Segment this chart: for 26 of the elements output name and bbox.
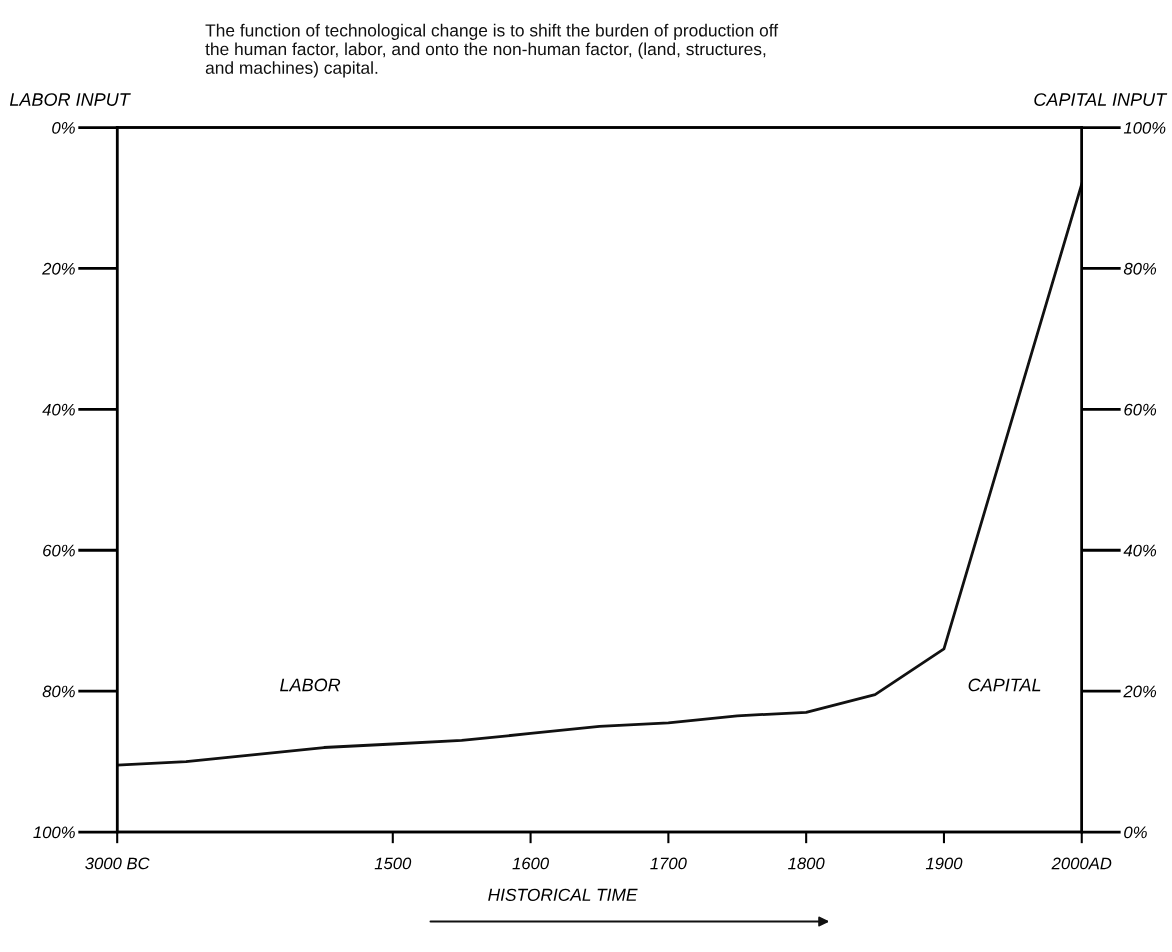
y-tick-label: 0% bbox=[52, 121, 75, 134]
x-tick-label: 1700 bbox=[650, 857, 687, 870]
y2-tick-label: 60% bbox=[1124, 403, 1157, 416]
chart-title: The function of technological change is to shift the burden of production off the human factor, labor, and onto the non-human factor, (land, structures, and machines) capital. bbox=[205, 23, 779, 78]
y-tick-label: 100% bbox=[33, 826, 75, 839]
line-series bbox=[117, 182, 1082, 767]
x-tick-label: 1600 bbox=[512, 857, 549, 870]
y2-axis-title: CAPITAL INPUT bbox=[1034, 93, 1168, 106]
x-tick-label: 2000AD bbox=[1051, 857, 1112, 870]
annotation: LABOR bbox=[280, 678, 341, 692]
x-tick-label: 1900 bbox=[925, 857, 963, 870]
y2-tick-label: 100% bbox=[1123, 121, 1166, 134]
y-tick-label: 80% bbox=[42, 685, 75, 698]
y-tick-label: 60% bbox=[43, 544, 75, 557]
x-tick-label: 3000 BC bbox=[85, 857, 150, 870]
y2-tick-label: 20% bbox=[1123, 685, 1157, 698]
y2-tick-label: 40% bbox=[1123, 544, 1157, 557]
y-axis-title: LABOR INPUT bbox=[9, 93, 131, 106]
y2-tick-label: 80% bbox=[1123, 262, 1157, 275]
x-axis-title: HISTORICAL TIME bbox=[488, 888, 638, 901]
y-tick-label: 40% bbox=[42, 403, 75, 416]
y-tick-label: 20% bbox=[42, 262, 75, 275]
x-tick-label: 1800 bbox=[788, 857, 825, 870]
annotation: CAPITAL bbox=[968, 678, 1041, 692]
y2-tick-label: 0% bbox=[1124, 826, 1147, 839]
x-tick-label: 1500 bbox=[374, 857, 412, 870]
